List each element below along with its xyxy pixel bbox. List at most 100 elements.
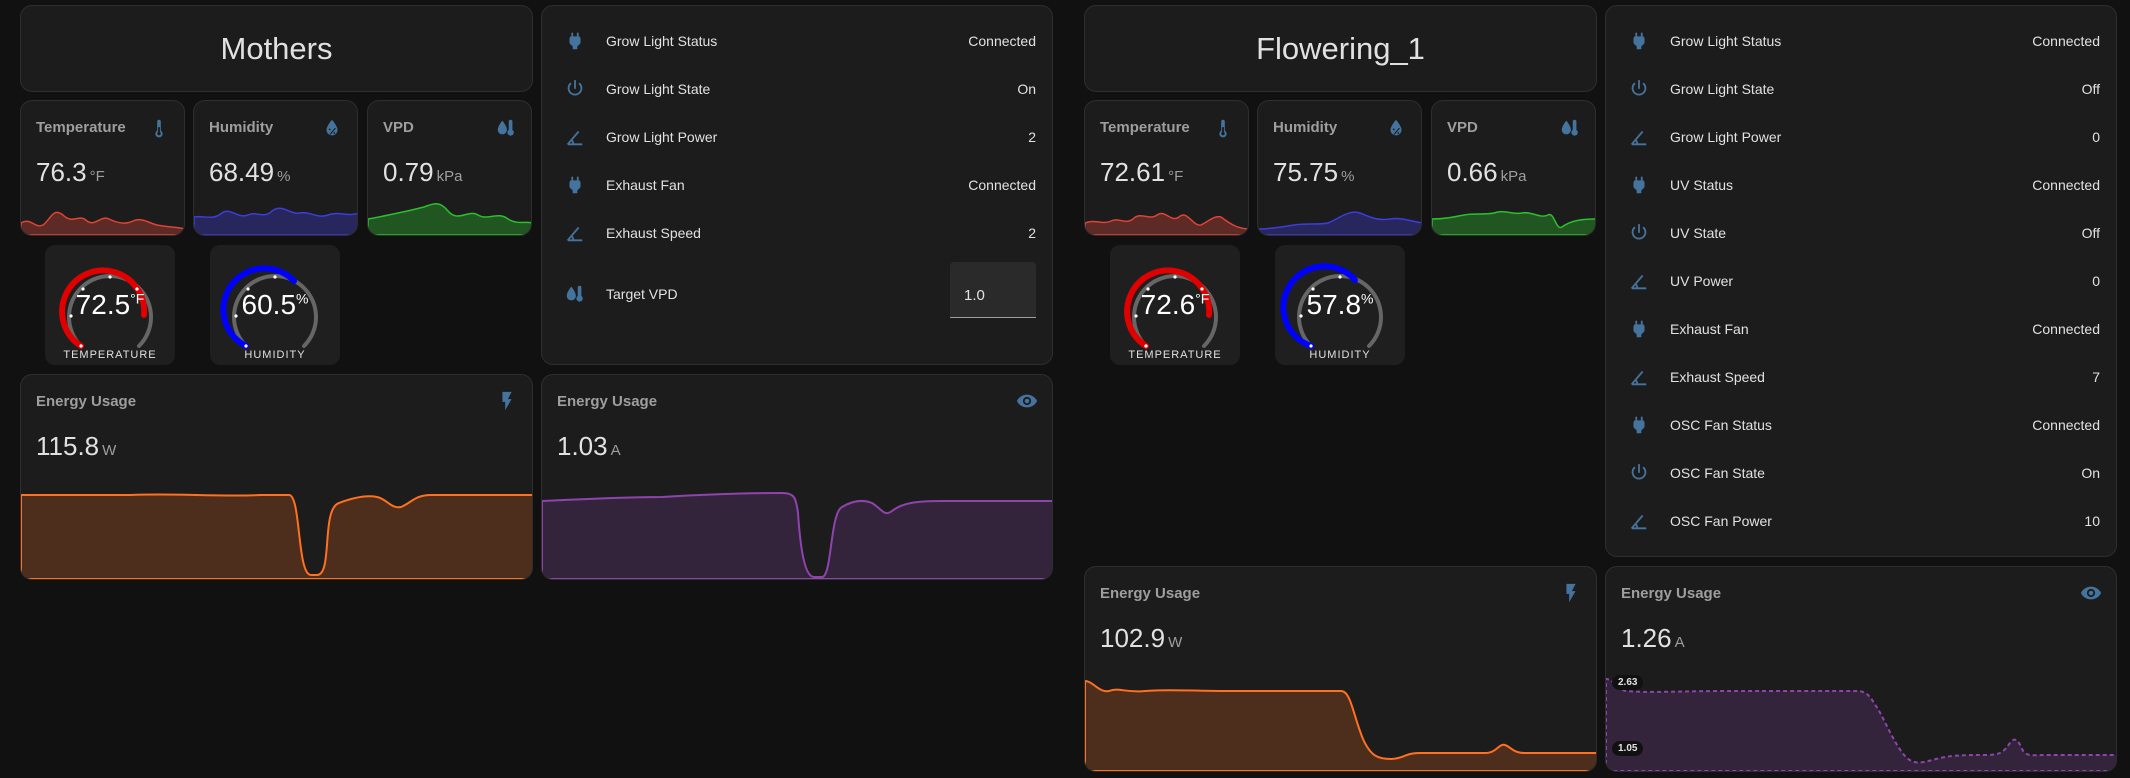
- flowering-temperature-gauge[interactable]: 72.6°F TEMPERATURE: [1110, 245, 1240, 365]
- entity-row[interactable]: Grow Light State Off: [1628, 75, 2100, 103]
- energy-name: Energy Usage: [557, 393, 658, 410]
- entity-row[interactable]: UV State Off: [1628, 219, 2100, 247]
- page-title: Mothers: [220, 30, 333, 66]
- entity-row[interactable]: OSC Fan Power 10: [1628, 507, 2100, 535]
- entity-row[interactable]: Grow Light Status Connected: [564, 27, 1036, 55]
- entity-value: Off: [2081, 81, 2100, 97]
- gauge-dial: [220, 265, 318, 349]
- flowering-energy-amps-card[interactable]: Energy Usage 1.26 A 2.63 1.05: [1605, 566, 2117, 772]
- gauge-value: 72.6°F: [1140, 289, 1210, 320]
- entity-row[interactable]: Exhaust Speed 2: [564, 219, 1036, 247]
- entity-label: Exhaust Fan: [1670, 321, 1749, 337]
- entity-row-target-vpd: Target VPD: [564, 280, 932, 308]
- plug-icon: [564, 174, 586, 196]
- entity-value: Connected: [2032, 417, 2100, 433]
- angle-icon: [1628, 510, 1650, 532]
- sensor-name: Temperature: [1100, 119, 1190, 136]
- mothers-humidity-card[interactable]: Humidity 68.49%: [193, 100, 358, 236]
- thermometer-icon: [1212, 117, 1234, 139]
- eye-icon: [2080, 582, 2102, 604]
- gauge-label: HUMIDITY: [244, 349, 306, 361]
- mothers-temperature-card[interactable]: Temperature 76.3 °F: [20, 100, 185, 236]
- amps-sparkline: [542, 491, 1052, 579]
- entity-row[interactable]: Grow Light Status Connected: [1628, 27, 2100, 55]
- target-vpd-input[interactable]: [950, 262, 1036, 318]
- angle-icon: [564, 126, 586, 148]
- entity-row[interactable]: UV Status Connected: [1628, 171, 2100, 199]
- water-thermometer-icon: [495, 117, 517, 139]
- entity-row[interactable]: Exhaust Fan Connected: [564, 171, 1036, 199]
- mothers-entities-card: Grow Light Status Connected Grow Light St…: [541, 5, 1053, 365]
- entity-label: Exhaust Fan: [606, 177, 685, 193]
- axis-max-label: 2.63: [1612, 675, 1644, 690]
- entity-value: Connected: [968, 33, 1036, 49]
- entity-label: Target VPD: [606, 286, 678, 302]
- thermometer-icon: [148, 117, 170, 139]
- flowering-energy-watts-card[interactable]: Energy Usage 102.9 W: [1084, 566, 1597, 772]
- flash-icon: [1560, 582, 1582, 604]
- angle-icon: [1628, 270, 1650, 292]
- entity-label: Grow Light State: [606, 81, 711, 97]
- sensor-name: Humidity: [1273, 119, 1338, 136]
- sensor-value: 0.66 kPa: [1447, 157, 1527, 187]
- entity-value: On: [2081, 465, 2100, 481]
- sensor-value: 68.49%: [209, 157, 291, 187]
- entity-row[interactable]: OSC Fan State On: [1628, 459, 2100, 487]
- entity-label: Grow Light Status: [606, 33, 718, 49]
- humidity-sparkline: [1258, 211, 1421, 235]
- energy-value: 102.9 W: [1100, 623, 1183, 653]
- entity-value: 0: [2092, 129, 2100, 145]
- energy-value: 1.03 A: [557, 431, 621, 461]
- flowering-title-card: Flowering_1: [1084, 5, 1597, 92]
- entity-value: On: [1017, 81, 1036, 97]
- entity-row[interactable]: Grow Light State On: [564, 75, 1036, 103]
- sensor-value: 75.75%: [1273, 157, 1355, 187]
- flowering-vpd-card[interactable]: VPD 0.66 kPa: [1431, 100, 1596, 236]
- flowering-humidity-gauge[interactable]: 57.8% HUMIDITY: [1275, 245, 1405, 365]
- gauge-label: TEMPERATURE: [63, 349, 157, 361]
- mothers-energy-watts-card[interactable]: Energy Usage 115.8 W: [20, 374, 533, 580]
- entity-value: Connected: [968, 177, 1036, 193]
- entity-label: Grow Light Power: [606, 129, 718, 145]
- gauge-label: HUMIDITY: [1309, 349, 1371, 361]
- temperature-sparkline: [1085, 212, 1248, 235]
- water-thermometer-icon: [564, 283, 586, 305]
- energy-value: 1.26 A: [1621, 623, 1685, 653]
- power-icon: [564, 78, 586, 100]
- entity-label: UV State: [1670, 225, 1727, 241]
- entity-value: Connected: [2032, 321, 2100, 337]
- entity-value: 2: [1028, 225, 1036, 241]
- entity-row[interactable]: Grow Light Power 2: [564, 123, 1036, 151]
- entity-row[interactable]: Exhaust Fan Connected: [1628, 315, 2100, 343]
- temperature-sparkline: [21, 211, 184, 235]
- vpd-sparkline: [368, 203, 531, 235]
- mothers-vpd-card[interactable]: VPD 0.79 kPa: [367, 100, 532, 236]
- mothers-energy-amps-card[interactable]: Energy Usage 1.03 A: [541, 374, 1053, 580]
- water-thermometer-icon: [1559, 117, 1581, 139]
- mothers-temperature-gauge[interactable]: 72.5°F TEMPERATURE: [45, 245, 175, 365]
- entity-row[interactable]: OSC Fan Status Connected: [1628, 411, 2100, 439]
- flowering-humidity-card[interactable]: Humidity 75.75%: [1257, 100, 1422, 236]
- plug-icon: [1628, 318, 1650, 340]
- power-icon: [1628, 462, 1650, 484]
- plug-icon: [564, 30, 586, 52]
- flowering-temperature-card[interactable]: Temperature 72.61 °F: [1084, 100, 1249, 236]
- sensor-name: VPD: [1447, 119, 1478, 136]
- angle-icon: [1628, 126, 1650, 148]
- flowering-entities-card: Grow Light Status Connected Grow Light St…: [1605, 5, 2117, 557]
- water-percent-icon: [321, 117, 343, 139]
- entity-value: Off: [2081, 225, 2100, 241]
- sensor-value: 72.61 °F: [1100, 157, 1184, 187]
- entity-value: 10: [2084, 513, 2100, 529]
- humidity-sparkline: [194, 207, 357, 235]
- mothers-title-card: Mothers: [20, 5, 533, 92]
- power-icon: [1628, 78, 1650, 100]
- entity-row[interactable]: Exhaust Speed 7: [1628, 363, 2100, 391]
- entity-row[interactable]: Grow Light Power 0: [1628, 123, 2100, 151]
- entity-value: Connected: [2032, 177, 2100, 193]
- entity-label: Exhaust Speed: [1670, 369, 1765, 385]
- entity-row[interactable]: UV Power 0: [1628, 267, 2100, 295]
- mothers-humidity-gauge[interactable]: 60.5% HUMIDITY: [210, 245, 340, 365]
- plug-icon: [1628, 174, 1650, 196]
- water-percent-icon: [1385, 117, 1407, 139]
